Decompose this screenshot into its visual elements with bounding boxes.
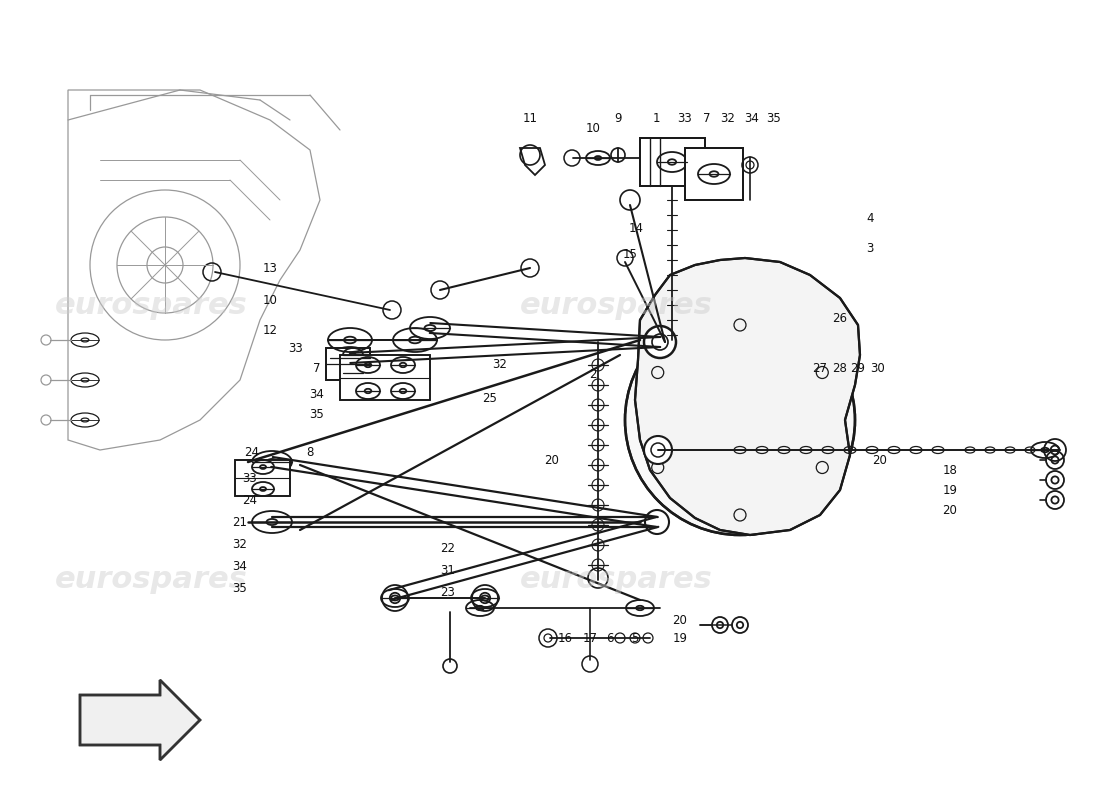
Text: 30: 30 [870, 362, 886, 374]
Bar [640, 138, 705, 186]
Polygon shape [80, 680, 200, 760]
Text: 32: 32 [232, 538, 248, 551]
Bar [340, 355, 430, 400]
Text: 35: 35 [309, 409, 324, 422]
Text: 32: 32 [493, 358, 507, 371]
Text: 33: 33 [678, 111, 692, 125]
Bar [685, 148, 742, 200]
Text: 1: 1 [652, 111, 660, 125]
Text: 8: 8 [306, 446, 313, 458]
Text: 20: 20 [672, 614, 688, 626]
Text: 15: 15 [623, 249, 637, 262]
Text: 35: 35 [767, 111, 781, 125]
Text: eurospares: eurospares [55, 290, 248, 319]
Polygon shape [635, 258, 860, 535]
Text: 32: 32 [720, 111, 736, 125]
Text: eurospares: eurospares [520, 566, 713, 594]
Text: 24: 24 [242, 494, 257, 506]
Text: 17: 17 [583, 631, 597, 645]
Polygon shape [520, 148, 544, 175]
Text: 3: 3 [867, 242, 873, 254]
Text: 35: 35 [232, 582, 248, 594]
Text: 10: 10 [263, 294, 277, 306]
Bar [235, 460, 290, 496]
Text: eurospares: eurospares [55, 566, 248, 594]
Circle shape [645, 510, 669, 534]
Bar [326, 348, 370, 380]
Text: 5: 5 [631, 631, 639, 645]
Text: 24: 24 [244, 446, 260, 458]
Bar [326, 348, 370, 380]
Text: 20: 20 [544, 454, 560, 466]
Text: eurospares: eurospares [520, 290, 713, 319]
Text: 14: 14 [628, 222, 643, 234]
Text: 29: 29 [850, 362, 866, 374]
Text: 16: 16 [558, 631, 572, 645]
Text: 34: 34 [232, 559, 248, 573]
Circle shape [625, 305, 855, 535]
Text: 18: 18 [943, 463, 957, 477]
Text: 22: 22 [440, 542, 455, 554]
Text: 23: 23 [441, 586, 455, 598]
Text: 34: 34 [745, 111, 759, 125]
Bar [340, 355, 430, 400]
Bar [235, 460, 290, 496]
Text: 7: 7 [703, 111, 711, 125]
Text: 11: 11 [522, 111, 538, 125]
Text: 20: 20 [872, 454, 888, 466]
Text: 7: 7 [314, 362, 321, 374]
Text: 20: 20 [943, 503, 957, 517]
Text: 33: 33 [243, 471, 257, 485]
Text: 26: 26 [833, 311, 847, 325]
Text: 34: 34 [309, 389, 324, 402]
Text: 27: 27 [813, 362, 827, 374]
Text: 12: 12 [263, 323, 277, 337]
Bar [640, 138, 705, 186]
Bar [685, 148, 742, 200]
Text: 28: 28 [833, 362, 847, 374]
Text: 19: 19 [943, 483, 957, 497]
Text: 2: 2 [590, 369, 596, 382]
Text: 21: 21 [232, 515, 248, 529]
Text: 25: 25 [483, 391, 497, 405]
Circle shape [644, 326, 676, 358]
Text: 10: 10 [585, 122, 601, 134]
Text: 13: 13 [263, 262, 277, 274]
Circle shape [644, 436, 672, 464]
Text: 19: 19 [672, 631, 688, 645]
Text: 33: 33 [288, 342, 304, 354]
Text: 31: 31 [441, 563, 455, 577]
Text: 4: 4 [867, 211, 873, 225]
Text: 6: 6 [606, 631, 614, 645]
Text: 9: 9 [614, 111, 622, 125]
